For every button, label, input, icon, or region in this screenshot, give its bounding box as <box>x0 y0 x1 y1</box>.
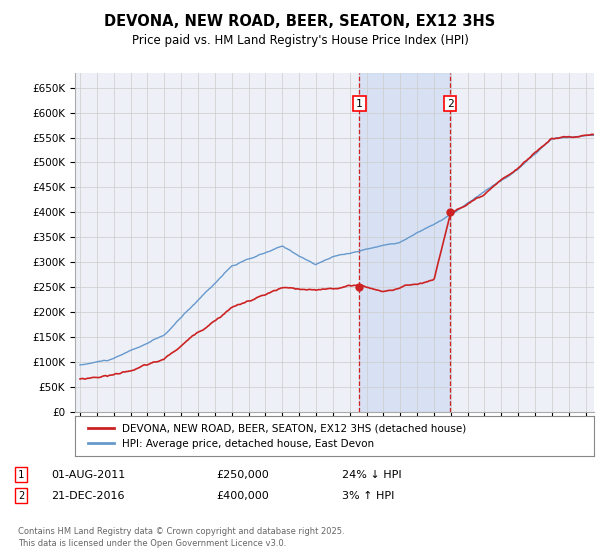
Text: 3% ↑ HPI: 3% ↑ HPI <box>342 491 394 501</box>
Text: Contains HM Land Registry data © Crown copyright and database right 2025.
This d: Contains HM Land Registry data © Crown c… <box>18 527 344 548</box>
Text: £250,000: £250,000 <box>216 470 269 480</box>
Text: 2: 2 <box>18 491 24 501</box>
Text: 01-AUG-2011: 01-AUG-2011 <box>51 470 125 480</box>
Text: 21-DEC-2016: 21-DEC-2016 <box>51 491 125 501</box>
Text: 2: 2 <box>447 99 454 109</box>
Bar <box>359 73 450 412</box>
Text: Price paid vs. HM Land Registry's House Price Index (HPI): Price paid vs. HM Land Registry's House … <box>131 34 469 46</box>
Text: 24% ↓ HPI: 24% ↓ HPI <box>342 470 401 480</box>
Text: DEVONA, NEW ROAD, BEER, SEATON, EX12 3HS: DEVONA, NEW ROAD, BEER, SEATON, EX12 3HS <box>104 14 496 29</box>
Text: £400,000: £400,000 <box>216 491 269 501</box>
Legend: DEVONA, NEW ROAD, BEER, SEATON, EX12 3HS (detached house), HPI: Average price, d: DEVONA, NEW ROAD, BEER, SEATON, EX12 3HS… <box>83 418 472 454</box>
Text: 1: 1 <box>356 99 363 109</box>
Text: 1: 1 <box>18 470 24 480</box>
